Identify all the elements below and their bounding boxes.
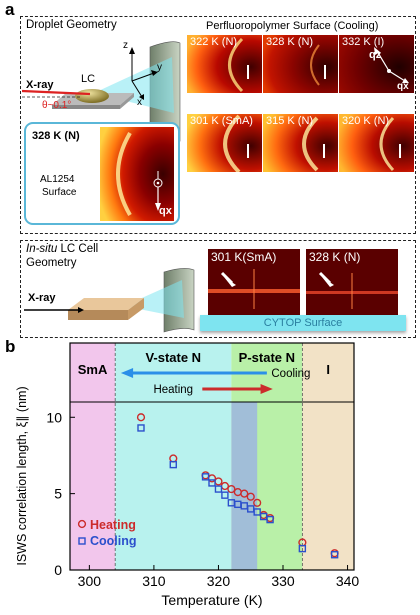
droplet-schematic [22, 41, 181, 144]
tile-332k: 332 K (I) qz qx [339, 35, 414, 93]
inset-surface-label: Surface [42, 187, 77, 198]
x-tick-label: 320 [207, 573, 231, 589]
tile-320k-label: 320 K (N) [342, 115, 390, 127]
inset-scattering-image [100, 127, 174, 221]
phase-region-3 [302, 343, 354, 570]
cooling-point [208, 479, 216, 487]
x-axis-label: Temperature (K) [161, 592, 262, 608]
cooling-point [214, 485, 223, 493]
xray-label: X-ray [26, 79, 54, 91]
cooling-arrow-label: Cooling [271, 368, 310, 380]
x-tick-label: 300 [78, 573, 102, 589]
legend-cooling-marker [78, 537, 86, 545]
panel-a-letter: a [5, 0, 15, 19]
cooling-arrowhead [120, 368, 134, 378]
phase-v-label: V-state N [145, 350, 201, 365]
heating-point [136, 413, 146, 422]
tile-328k-label: 328 K (N) [266, 36, 314, 48]
cytop-surface: CYTOP Surface [200, 315, 406, 331]
lc-cell-schematic [24, 268, 195, 333]
x-tick-label: 330 [271, 573, 295, 589]
cooling-point [169, 460, 177, 469]
cell-tile-301k-label: 301 K(SmA) [211, 250, 277, 264]
phase-region-1 [115, 343, 232, 570]
heating-arrowhead [260, 384, 273, 394]
tile-301k: 301 K (SmA) [187, 114, 262, 172]
heating-cooling-arrows [120, 368, 273, 394]
axis-ticks: 300 310 320 330 340 0 5 10 [46, 409, 359, 589]
tile-qz-label: qz [369, 49, 382, 61]
surface-title: Perfluoropolymer Surface (Cooling) [206, 20, 379, 32]
cell-tile-328k: 328 K (N) [306, 249, 398, 315]
heating-point [227, 484, 236, 494]
cell-title-rest: LC Cell [57, 243, 99, 255]
heating-point [246, 492, 255, 501]
highlight-band [231, 402, 258, 570]
cooling-point [201, 473, 210, 481]
droplet-geometry-title: Droplet Geometry [26, 19, 117, 31]
lc-cell-geometry-box [20, 240, 416, 338]
x-tick-label: 310 [142, 573, 166, 589]
tile-320k: 320 K (N) [339, 114, 414, 172]
axis-z-label: z [123, 40, 128, 51]
cooling-point [266, 515, 274, 524]
y-tick-label: 10 [46, 409, 62, 425]
heating-point [240, 489, 249, 498]
theta-label: θ~0.1° [42, 100, 72, 111]
legend-heating-label: Heating [90, 518, 136, 532]
phase-sma-label: SmA [78, 362, 108, 377]
phase-boundaries [114, 343, 303, 570]
cooling-point [137, 424, 145, 432]
lc-label: LC [81, 73, 96, 85]
legend: Heating Cooling [77, 518, 137, 548]
panel-b-letter: b [5, 337, 16, 356]
tile-315k-label: 315 K (N) [266, 115, 314, 127]
droplet-geometry-box [20, 16, 416, 234]
tile-332k-label: 332 K (I) [342, 36, 385, 48]
y-tick-label: 5 [54, 486, 62, 502]
axis-x-label: x [137, 97, 142, 108]
tile-301k-label: 301 K (SmA) [190, 115, 253, 127]
phase-p-label: P-state N [239, 350, 295, 365]
inset-material-label: AL1254 [40, 174, 75, 185]
tile-322k-label: 322 K (N) [190, 36, 238, 48]
tile-315k: 315 K (N) [263, 114, 338, 172]
tile-qx-label: qx [397, 81, 409, 92]
cell-xray-label: X-ray [28, 292, 56, 304]
cell-tile-328k-label: 328 K (N) [309, 250, 361, 264]
heating-point [253, 498, 262, 507]
phase-i-label: I [326, 362, 330, 377]
y-tick-label: 0 [54, 562, 62, 578]
plot-frame [69, 342, 355, 571]
legend-cooling-label: Cooling [90, 534, 137, 548]
legend-heating-marker [77, 519, 87, 529]
cell-tile-301k: 301 K(SmA) [208, 249, 300, 315]
y-axis-label: ISWS correlation length, ξ∥ (nm) [15, 386, 29, 565]
heating-arrow-label: Heating [153, 384, 193, 396]
chart-panel-b: SmA V-state N P-state N I Cooling Heating 300… [15, 342, 359, 608]
cell-title: In-situ LC Cell [26, 243, 98, 255]
x-tick-label: 340 [336, 573, 360, 589]
cooling-point [221, 491, 229, 499]
tile-328k: 328 K (N) [263, 35, 338, 93]
data-points [136, 413, 339, 559]
cell-title-line2: Geometry [26, 257, 77, 269]
phase-region-0 [70, 343, 116, 570]
phase-labels: SmA V-state N P-state N I Cooling Heating [78, 350, 330, 396]
cooling-point [253, 508, 261, 516]
inset-qx-label: qx [159, 205, 172, 217]
cell-title-italic: In-situ [26, 243, 58, 255]
axis-y-label: y [157, 62, 162, 73]
cooling-point [298, 544, 307, 553]
inset-temp-label: 328 K (N) [32, 130, 80, 142]
cooling-point [330, 551, 339, 559]
tile-322k: 322 K (N) [187, 35, 262, 93]
